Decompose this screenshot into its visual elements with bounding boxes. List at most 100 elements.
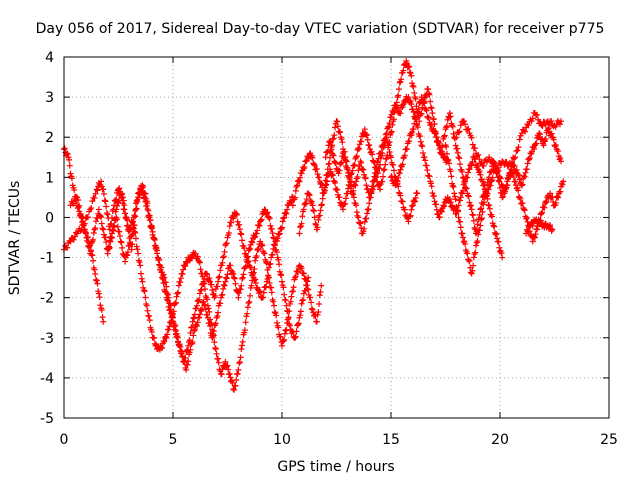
data-point <box>207 323 214 330</box>
data-point <box>111 216 118 223</box>
data-point <box>113 206 120 213</box>
data-point <box>116 191 123 198</box>
data-point <box>305 286 312 293</box>
data-point <box>271 309 278 316</box>
data-point <box>249 277 256 284</box>
data-point <box>473 242 480 249</box>
data-point <box>329 171 336 178</box>
data-point <box>427 98 434 105</box>
data-point <box>238 346 245 353</box>
data-point <box>179 270 186 277</box>
data-point <box>145 207 152 214</box>
data-point <box>166 323 173 330</box>
data-point <box>260 294 267 301</box>
data-point <box>244 253 251 260</box>
data-point <box>370 178 377 185</box>
data-point <box>403 60 410 67</box>
data-point <box>469 267 476 274</box>
data-point <box>463 185 470 192</box>
data-point <box>285 314 292 321</box>
data-point <box>314 224 321 231</box>
data-point <box>119 194 126 201</box>
data-point <box>93 186 100 193</box>
data-point <box>441 153 448 160</box>
data-point <box>217 300 224 307</box>
data-point <box>427 121 434 128</box>
data-point <box>189 318 196 325</box>
data-point <box>146 212 153 219</box>
data-point <box>415 106 422 113</box>
data-point <box>342 195 349 202</box>
data-point <box>539 123 546 130</box>
data-point <box>358 225 365 232</box>
data-point <box>265 274 272 281</box>
data-point <box>149 228 156 235</box>
data-point <box>539 209 546 216</box>
data-point <box>510 169 517 176</box>
data-point <box>399 198 406 205</box>
data-point <box>355 214 362 221</box>
x-tick-label: 10 <box>273 432 291 448</box>
x-tick-label: 20 <box>491 432 509 448</box>
data-point <box>418 142 425 149</box>
data-point <box>324 149 331 156</box>
data-point <box>383 134 390 141</box>
data-point <box>300 296 307 303</box>
data-point <box>282 327 289 334</box>
data-point <box>318 180 325 187</box>
data-point <box>122 258 129 265</box>
data-point <box>316 212 323 219</box>
data-point <box>327 139 334 146</box>
data-point <box>302 158 309 165</box>
data-point <box>268 225 275 232</box>
data-point <box>161 338 168 345</box>
data-point <box>91 226 98 233</box>
data-point <box>397 110 404 117</box>
data-point <box>123 214 130 221</box>
data-point <box>250 269 257 276</box>
data-point <box>503 158 510 165</box>
data-point <box>275 256 282 263</box>
data-point <box>441 203 448 210</box>
data-point <box>242 319 249 326</box>
data-point <box>465 193 472 200</box>
data-point <box>174 334 181 341</box>
data-point <box>253 230 260 237</box>
data-point <box>95 206 102 213</box>
data-point <box>103 210 110 217</box>
data-point <box>480 162 487 169</box>
data-point <box>361 225 368 232</box>
data-point <box>499 158 506 165</box>
data-point <box>397 166 404 173</box>
data-point <box>162 279 169 286</box>
data-point <box>409 82 416 89</box>
data-point <box>525 155 532 162</box>
data-point <box>212 345 219 352</box>
data-point <box>302 200 309 207</box>
data-point <box>83 237 90 244</box>
data-point <box>325 161 332 168</box>
data-point <box>519 181 526 188</box>
data-point <box>114 202 121 209</box>
data-point <box>108 235 115 242</box>
data-point <box>82 229 89 236</box>
data-point <box>232 280 239 287</box>
data-point <box>361 126 368 133</box>
data-point <box>185 358 192 365</box>
data-point <box>148 222 155 229</box>
data-point <box>234 218 241 225</box>
data-point <box>466 166 473 173</box>
data-point <box>230 270 237 277</box>
data-point <box>405 63 412 70</box>
data-point <box>407 70 414 77</box>
data-point <box>476 168 483 175</box>
data-point <box>339 139 346 146</box>
data-point <box>512 154 519 161</box>
data-point <box>215 359 222 366</box>
data-point <box>228 219 235 226</box>
data-point <box>393 102 400 109</box>
data-point <box>486 202 493 209</box>
data-point <box>313 165 320 172</box>
data-point <box>419 149 426 156</box>
data-point <box>204 311 211 318</box>
